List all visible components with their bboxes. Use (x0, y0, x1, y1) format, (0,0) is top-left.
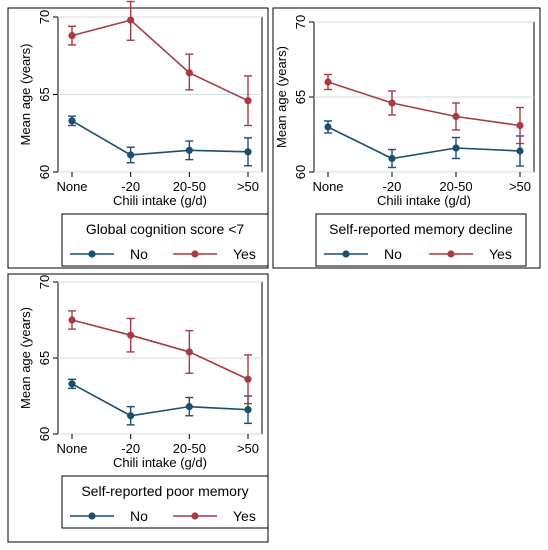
legend-swatch-marker (191, 250, 199, 258)
data-point (244, 148, 252, 156)
legend-label: No (384, 246, 402, 262)
legend-label: No (130, 246, 148, 262)
y-tick-label: 60 (37, 165, 52, 179)
legend-title: Self-reported poor memory (81, 483, 248, 499)
x-tick-label: -20 (383, 179, 402, 194)
x-tick-label: 20-50 (439, 179, 472, 194)
data-point (388, 99, 396, 107)
chart-panel-1: 60 65 70 None -20 20-50 >50 Chili intake (g/d) M… (7, 0, 269, 269)
data-point (127, 331, 135, 339)
x-tick-label: -20 (121, 179, 140, 194)
series-yes (324, 73, 524, 145)
y-tick-label: 65 (293, 90, 308, 104)
y-tick-label: 65 (37, 351, 52, 365)
legend-label: No (130, 508, 148, 524)
x-tick-label: None (56, 441, 87, 456)
legend: Self-reported poor memory No Yes (61, 475, 269, 529)
data-point (516, 121, 524, 130)
series-line (71, 19, 249, 102)
chart-panel-2: 60 65 70 None -20 20-50 >50 Chili intake (g/d) M… (272, 7, 541, 269)
data-point (452, 144, 460, 152)
legend-swatch-marker (88, 512, 96, 520)
data-point (185, 348, 193, 356)
x-tick-label: 20-50 (173, 441, 206, 456)
y-tick-label: 70 (293, 15, 308, 29)
y-axis-title: Mean age (years) (274, 46, 289, 148)
data-point (127, 16, 135, 24)
data-point (324, 123, 332, 131)
y-tick-label: 65 (37, 87, 52, 101)
series-line (327, 126, 521, 160)
data-point (244, 97, 252, 105)
series-yes (68, 0, 252, 127)
x-tick-label: -20 (121, 441, 140, 456)
data-point (185, 69, 193, 77)
legend-swatch-marker (88, 250, 96, 258)
data-point (68, 316, 76, 324)
data-point (127, 412, 135, 420)
legend-frame (61, 213, 269, 267)
legend-frame (315, 213, 527, 267)
data-point (185, 403, 193, 411)
data-point (324, 78, 332, 86)
x-tick-label: >50 (237, 179, 259, 194)
data-point (244, 375, 252, 383)
series-no (68, 115, 252, 167)
series-yes (68, 310, 252, 405)
data-point (127, 151, 135, 159)
data-point (244, 406, 252, 414)
legend-title: Self-reported memory decline (329, 221, 513, 237)
data-point (185, 146, 193, 154)
data-point (68, 31, 76, 40)
y-tick-label: 70 (37, 275, 52, 289)
y-axis-title: Mean age (years) (18, 307, 33, 409)
data-point (516, 147, 524, 155)
legend-swatch-marker (447, 250, 455, 258)
y-tick-label: 60 (37, 427, 52, 441)
data-point (68, 117, 76, 125)
legend-swatch-marker (342, 250, 350, 258)
series-line (71, 120, 249, 156)
series-line (327, 81, 521, 127)
series-line (71, 319, 249, 381)
series-line (71, 383, 249, 417)
data-point (68, 380, 76, 388)
x-axis-title: Chili intake (g/d) (113, 193, 207, 208)
data-point (388, 154, 396, 163)
legend-label: Yes (233, 508, 256, 524)
x-axis-title: Chili intake (g/d) (377, 193, 471, 208)
legend-label: Yes (489, 246, 512, 262)
x-tick-label: None (56, 179, 87, 194)
legend-label: Yes (233, 246, 256, 262)
legend: Global cognition score <7 No Yes (61, 213, 269, 267)
y-tick-label: 60 (293, 165, 308, 179)
x-tick-label: None (312, 179, 343, 194)
y-axis-title: Mean age (years) (18, 44, 33, 146)
x-axis-title: Chili intake (g/d) (113, 455, 207, 470)
legend-swatch-marker (191, 512, 199, 520)
legend: Self-reported memory decline No Yes (315, 213, 527, 267)
chart-panel-3: 60 65 70 None -20 20-50 >50 Chili intake (g/d) M… (7, 273, 269, 543)
series-no (324, 120, 524, 169)
x-tick-label: >50 (509, 179, 531, 194)
legend-frame (61, 475, 269, 529)
x-tick-label: 20-50 (173, 179, 206, 194)
y-tick-label: 70 (37, 10, 52, 24)
legend-title: Global cognition score <7 (86, 221, 245, 237)
x-tick-label: >50 (237, 441, 259, 456)
data-point (452, 112, 460, 121)
